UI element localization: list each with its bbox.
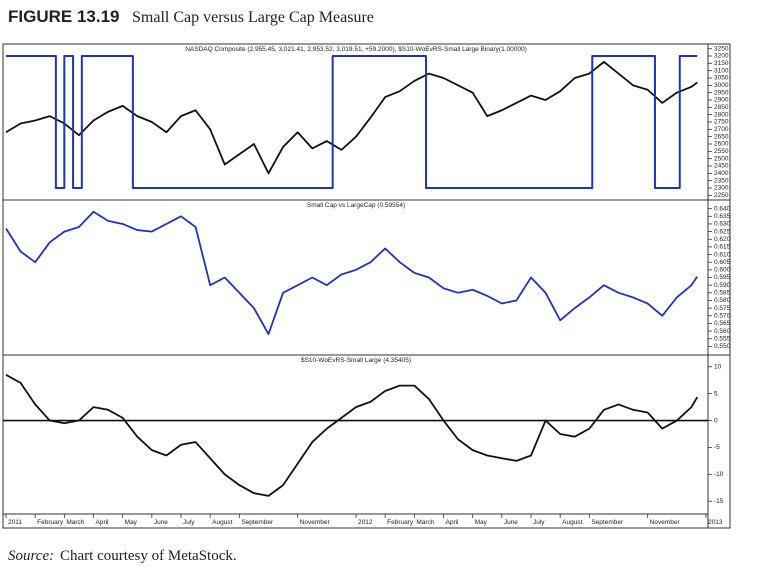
y-tick-label: -10 bbox=[714, 471, 724, 478]
y-tick-label: 2950 bbox=[714, 89, 729, 96]
y-tick-label: 2350 bbox=[714, 177, 729, 184]
series-line bbox=[5, 210, 698, 336]
x-tick-label: May bbox=[475, 519, 488, 526]
y-tick-label: 3000 bbox=[714, 82, 729, 89]
x-tick-label: June bbox=[154, 519, 168, 526]
y-tick-label: 0.585 bbox=[714, 290, 731, 297]
figure-label: FIGURE 13.19 bbox=[8, 7, 120, 26]
x-tick-label: April bbox=[446, 519, 460, 526]
y-tick-label: 0.550 bbox=[714, 343, 731, 350]
y-tick-label: 0 bbox=[714, 417, 718, 424]
x-tick-label: August bbox=[212, 519, 232, 526]
x-tick-label: November bbox=[650, 519, 681, 526]
y-tick-label: 2900 bbox=[714, 97, 729, 104]
x-tick-label: July bbox=[183, 519, 195, 526]
x-tick-label: September bbox=[591, 519, 624, 526]
y-tick-label: 2300 bbox=[714, 185, 729, 192]
panel-title: $S10-WoEvRS-Small Large (4.35405) bbox=[301, 357, 411, 364]
x-tick-label: March bbox=[416, 519, 434, 526]
y-tick-label: 2450 bbox=[714, 163, 729, 170]
y-tick-label: 2850 bbox=[714, 104, 729, 111]
y-tick-label: 0.605 bbox=[714, 259, 731, 266]
y-tick-label: 2500 bbox=[714, 155, 729, 162]
y-tick-label: 2250 bbox=[714, 192, 729, 199]
y-tick-label: -5 bbox=[714, 444, 720, 451]
y-tick-label: 0.595 bbox=[714, 274, 731, 281]
y-tick-label: 3200 bbox=[714, 53, 729, 60]
series-line bbox=[5, 374, 699, 497]
y-tick-label: 0.610 bbox=[714, 251, 731, 258]
x-tick-label: 2012 bbox=[358, 519, 373, 526]
y-tick-label: 0.560 bbox=[714, 328, 731, 335]
y-tick-label: 0.580 bbox=[714, 297, 731, 304]
x-tick-label: February bbox=[387, 519, 414, 526]
y-tick-label: 0.630 bbox=[714, 221, 731, 228]
y-tick-label: 0.565 bbox=[714, 320, 731, 327]
x-tick-label: April bbox=[96, 519, 110, 526]
x-tick-label: August bbox=[562, 519, 582, 526]
y-tick-label: 0.570 bbox=[714, 312, 731, 319]
y-tick-label: 2400 bbox=[714, 170, 729, 177]
y-tick-label: 3150 bbox=[714, 60, 729, 67]
panel-title: Small Cap vs LargeCap (0.59554) bbox=[307, 202, 405, 209]
chart-frame bbox=[2, 43, 731, 529]
y-tick-label: 0.600 bbox=[714, 267, 731, 274]
y-tick-label: 3100 bbox=[714, 67, 729, 74]
y-tick-label: -15 bbox=[714, 498, 724, 505]
y-tick-label: 0.620 bbox=[714, 236, 731, 243]
y-tick-label: 3250 bbox=[714, 45, 729, 52]
y-tick-label: 0.590 bbox=[714, 282, 731, 289]
source-label: Source: bbox=[8, 548, 54, 564]
y-tick-label: 2750 bbox=[714, 119, 729, 126]
source-text: Chart courtesy of MetaStock. bbox=[60, 548, 237, 564]
panel-title: NASDAQ Composite (2,955.45, 3,021.41, 2,… bbox=[185, 46, 527, 53]
x-tick-label: November bbox=[300, 519, 331, 526]
y-tick-label: 2800 bbox=[714, 111, 729, 118]
x-tick-label: September bbox=[241, 519, 274, 526]
y-tick-label: 0.615 bbox=[714, 244, 731, 251]
x-tick-label: 2011 bbox=[8, 519, 22, 526]
x-tick-label: July bbox=[533, 519, 545, 526]
x-tick-label: March bbox=[66, 519, 84, 526]
y-tick-label: 0.640 bbox=[714, 205, 731, 212]
y-tick-label: 2550 bbox=[714, 148, 729, 155]
y-tick-label: 5 bbox=[714, 390, 718, 397]
y-tick-label: 10 bbox=[714, 363, 722, 370]
x-tick-label: May bbox=[125, 519, 138, 526]
y-tick-label: 3050 bbox=[714, 75, 729, 82]
y-tick-label: 2700 bbox=[714, 126, 729, 133]
y-tick-label: 2650 bbox=[714, 133, 729, 140]
y-tick-label: 2600 bbox=[714, 141, 729, 148]
series-line bbox=[5, 60, 698, 175]
y-tick-label: 0.635 bbox=[714, 213, 731, 220]
x-tick-label: February bbox=[37, 519, 64, 526]
series-line bbox=[6, 55, 698, 189]
x-tick-label: 2013 bbox=[708, 519, 723, 526]
y-tick-label: 0.575 bbox=[714, 305, 731, 312]
y-tick-label: 0.625 bbox=[714, 228, 731, 235]
y-tick-label: 0.555 bbox=[714, 335, 731, 342]
figure-title: Small Cap versus Large Cap Measure bbox=[132, 9, 374, 26]
x-tick-label: June bbox=[504, 519, 518, 526]
